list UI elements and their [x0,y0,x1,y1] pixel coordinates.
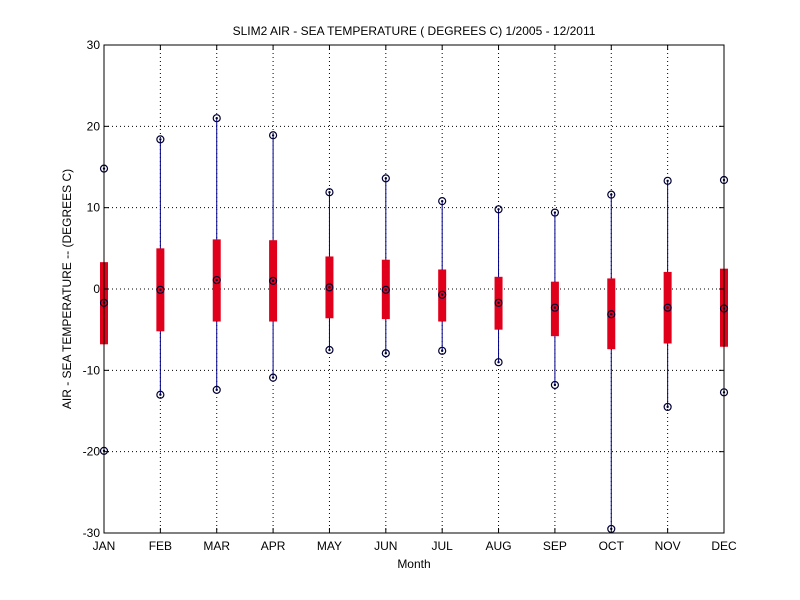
y-tick-label: -30 [83,526,101,540]
median-marker-dot [159,288,162,292]
box-feb [156,135,165,399]
y-axis-title: AIR - SEA TEMPERATURE -- (DEGREES C) [60,169,74,409]
median-marker-dot [440,293,444,296]
max-marker [663,176,672,185]
min-marker-dot [384,352,388,355]
median-marker [156,285,165,294]
max-marker [212,114,221,123]
chart-title: SLIM2 AIR - SEA TEMPERATURE ( DEGREES C)… [233,24,596,38]
min-marker [663,402,672,412]
min-marker-dot [271,376,275,379]
x-tick-label: JUN [374,539,397,553]
min-marker [381,349,390,358]
x-tick-label: MAY [317,539,342,553]
x-tick-label: NOV [655,539,681,553]
median-marker [381,285,390,294]
y-tick-label: 30 [87,38,101,52]
x-tick-label: SEP [543,539,567,553]
box-sep [550,208,560,390]
x-tick-label: APR [261,539,286,553]
x-tick-label: OCT [599,539,625,553]
max-marker-dot [384,177,388,180]
median-marker [212,275,221,285]
median-marker-dot [610,313,613,316]
median-marker [268,276,278,285]
median-marker-dot [497,301,500,305]
min-marker-dot [328,348,331,352]
median-marker [494,298,503,307]
x-tick-label: MAR [203,539,230,553]
ticks-layer: -30 -20 -10 0 10 20 30 JAN FEB MAR APR MAY JUN JUL AUG… [83,38,737,553]
y-tick-label: 0 [93,282,100,296]
max-marker-dot [666,179,669,183]
min-marker-dot [497,361,500,364]
max-marker [381,174,390,183]
min-marker [325,345,334,355]
max-marker-dot [159,138,162,141]
median-marker [607,310,616,319]
max-marker-dot [553,211,557,214]
median-marker-dot [384,288,388,292]
median-marker-dot [271,279,275,283]
max-marker [325,188,334,197]
max-marker-dot [328,191,331,194]
x-tick-label: AUG [486,539,512,553]
box-apr [268,131,278,382]
median-marker [438,290,447,299]
median-marker-dot [553,306,557,309]
max-marker [438,197,447,206]
min-marker [212,385,221,394]
min-marker-dot [215,388,218,392]
min-marker-dot [440,349,444,353]
max-marker-dot [497,208,500,211]
min-marker-dot [159,393,162,396]
x-tick-label: DEC [711,539,737,553]
y-tick-label: -20 [83,445,101,459]
min-marker [156,390,165,399]
median-marker-dot [328,286,331,289]
min-marker-dot [666,405,669,409]
box-may [325,188,334,355]
median-marker-dot [215,278,218,282]
max-marker [156,135,165,144]
max-marker-dot [610,193,613,196]
median-marker [663,303,672,312]
box-jul [438,197,447,355]
y-tick-label: -10 [83,363,101,377]
x-tick-label: FEB [149,539,172,553]
y-tick-label: 10 [87,201,101,215]
min-marker-dot [553,383,557,387]
x-tick-label: JUL [432,539,454,553]
min-marker [494,358,503,367]
max-marker [494,205,503,214]
max-marker-dot [215,117,218,120]
box-jun [381,174,390,358]
min-marker [438,346,447,355]
max-marker-dot [271,134,275,137]
x-tick-label: JAN [93,539,116,553]
median-marker [550,303,560,312]
min-marker [550,380,560,390]
x-axis-title: Month [397,557,430,571]
max-marker [268,131,278,140]
box-oct [607,190,616,534]
max-marker [607,190,616,199]
max-marker-dot [440,199,444,203]
box-nov [663,176,672,412]
iqr-box [550,281,559,337]
median-marker-dot [666,306,669,309]
y-tick-label: 20 [87,119,101,133]
box-aug [494,205,503,367]
min-marker [268,373,278,382]
max-marker [550,208,560,217]
median-marker [325,283,334,292]
box-mar [212,114,221,394]
